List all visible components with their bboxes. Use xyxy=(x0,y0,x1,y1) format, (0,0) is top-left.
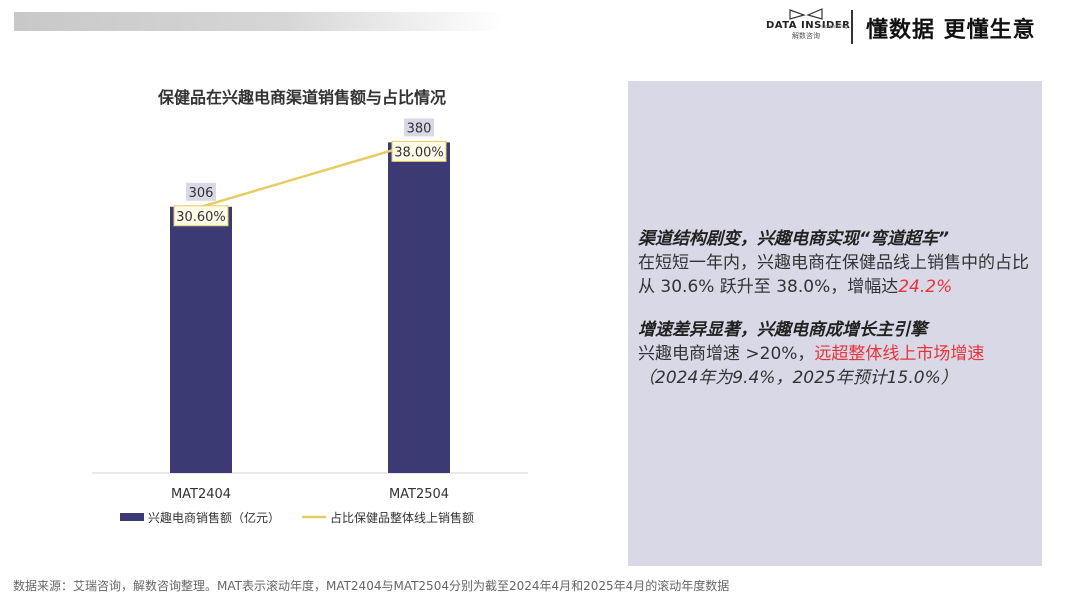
share-label-box-MAT2504 xyxy=(391,140,447,162)
bar-label-box-MAT2504 xyxy=(404,118,434,137)
bar-MAT2504 xyxy=(388,142,450,473)
insight-1-highlight: 24.2% xyxy=(898,277,953,297)
share-label-box-MAT2404 xyxy=(173,205,229,227)
insight-1-body: 在短短一年内，兴趣电商在保健品线上销售中的占比从 30.6% 跃升至 38.0%… xyxy=(638,253,1029,297)
source-note: 数据来源：艾瑞咨询，解数咨询整理。MAT表示滚动年度，MAT2404与MAT25… xyxy=(13,579,730,593)
legend-label-line: 占比保健品整体线上销售额 xyxy=(330,510,474,525)
x-tick-label-MAT2404: MAT2404 xyxy=(171,487,231,502)
brand-divider xyxy=(851,10,853,44)
insight-block-2: 增速差异显著，兴趣电商成增长主引擎 兴趣电商增速 >20%，远超整体线上市场增速… xyxy=(638,318,1038,390)
brand-consulting: Consulting xyxy=(821,24,848,30)
insight-2-tail: （2024年为9.4%，2025年预计15.0%） xyxy=(638,368,958,388)
insight-text: 渠道结构剧变，兴趣电商实现“弯道超车” 在短短一年内，兴趣电商在保健品线上销售中… xyxy=(638,227,1038,409)
brand-sub: 解数咨询 xyxy=(792,32,820,40)
sales-chart: 306 MAT2404 380 MAT2504 30.60% 38.00% 兴趣电商销售额（… xyxy=(92,118,528,525)
insight-block-1: 渠道结构剧变，兴趣电商实现“弯道超车” 在短短一年内，兴趣电商在保健品线上销售中… xyxy=(638,227,1038,299)
insight-panel: 渠道结构剧变，兴趣电商实现“弯道超车” 在短短一年内，兴趣电商在保健品线上销售中… xyxy=(628,81,1042,566)
bar-label-box-MAT2404 xyxy=(186,182,216,201)
header-gradient-band xyxy=(14,12,504,31)
chart-title: 保健品在兴趣电商渠道销售额与占比情况 xyxy=(157,88,446,107)
insight-2-highlight: 远超整体线上市场增速 xyxy=(814,344,985,364)
legend-label-bar: 兴趣电商销售额（亿元） xyxy=(148,510,280,525)
share-value-label-MAT2504: 38.00% xyxy=(394,145,444,160)
bar-value-label-MAT2404: 306 xyxy=(189,186,214,201)
share-value-label-MAT2404: 30.60% xyxy=(176,210,226,225)
bar-MAT2404 xyxy=(170,206,232,473)
legend-swatch-bar xyxy=(120,513,144,521)
brand-name: DATA INSIDER xyxy=(766,20,851,31)
bowtie-logo-icon xyxy=(789,8,823,20)
brand-logo: DATA INSIDER 解数咨询 Consulting xyxy=(766,8,851,46)
insight-2-body: 兴趣电商增速 >20%， xyxy=(638,344,815,364)
bar-value-label-MAT2504: 380 xyxy=(407,121,432,136)
insight-1-heading: 渠道结构剧变，兴趣电商实现“弯道超车” xyxy=(638,229,949,249)
slogan: 懂数据 更懂生意 xyxy=(866,18,1036,43)
x-tick-label-MAT2504: MAT2504 xyxy=(389,487,449,502)
insight-2-heading: 增速差异显著，兴趣电商成增长主引擎 xyxy=(638,320,927,340)
share-line xyxy=(200,141,420,208)
